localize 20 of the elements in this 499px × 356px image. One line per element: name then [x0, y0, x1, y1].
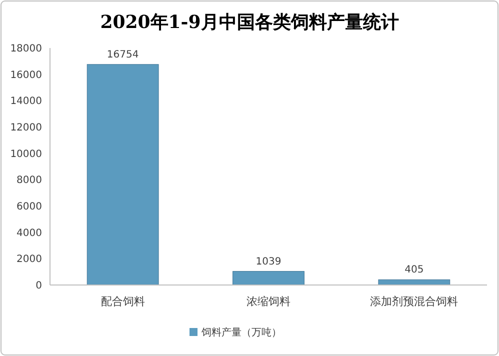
- y-tick-label: 6000: [16, 202, 42, 212]
- bar: [86, 64, 159, 286]
- x-tick-label: 添加剂预混合饲料: [370, 295, 458, 308]
- bar: [232, 271, 304, 286]
- y-tick-label: 10000: [10, 148, 42, 160]
- y-tick-label: 4000: [16, 228, 42, 239]
- y-tick-label: 14000: [10, 96, 42, 108]
- data-label: 1039: [256, 256, 282, 268]
- y-tick-label: 8000: [16, 175, 42, 186]
- x-tick-label: 配合饲料: [100, 295, 145, 308]
- y-tick-label: 0: [36, 280, 42, 292]
- data-label: 16754: [106, 49, 139, 60]
- legend-label: 饲料产量（万吨）: [200, 326, 282, 338]
- y-tick-label: 18000: [10, 44, 42, 54]
- y-tick-label: 2000: [16, 254, 42, 266]
- y-tick-label: 16000: [10, 70, 42, 81]
- data-label: 405: [404, 264, 424, 276]
- chart-title: 2020年1-9月中国各类饲料产量统计: [100, 12, 399, 33]
- x-tick-label: 浓缩饲料: [246, 295, 290, 308]
- y-tick-label: 12000: [10, 122, 42, 134]
